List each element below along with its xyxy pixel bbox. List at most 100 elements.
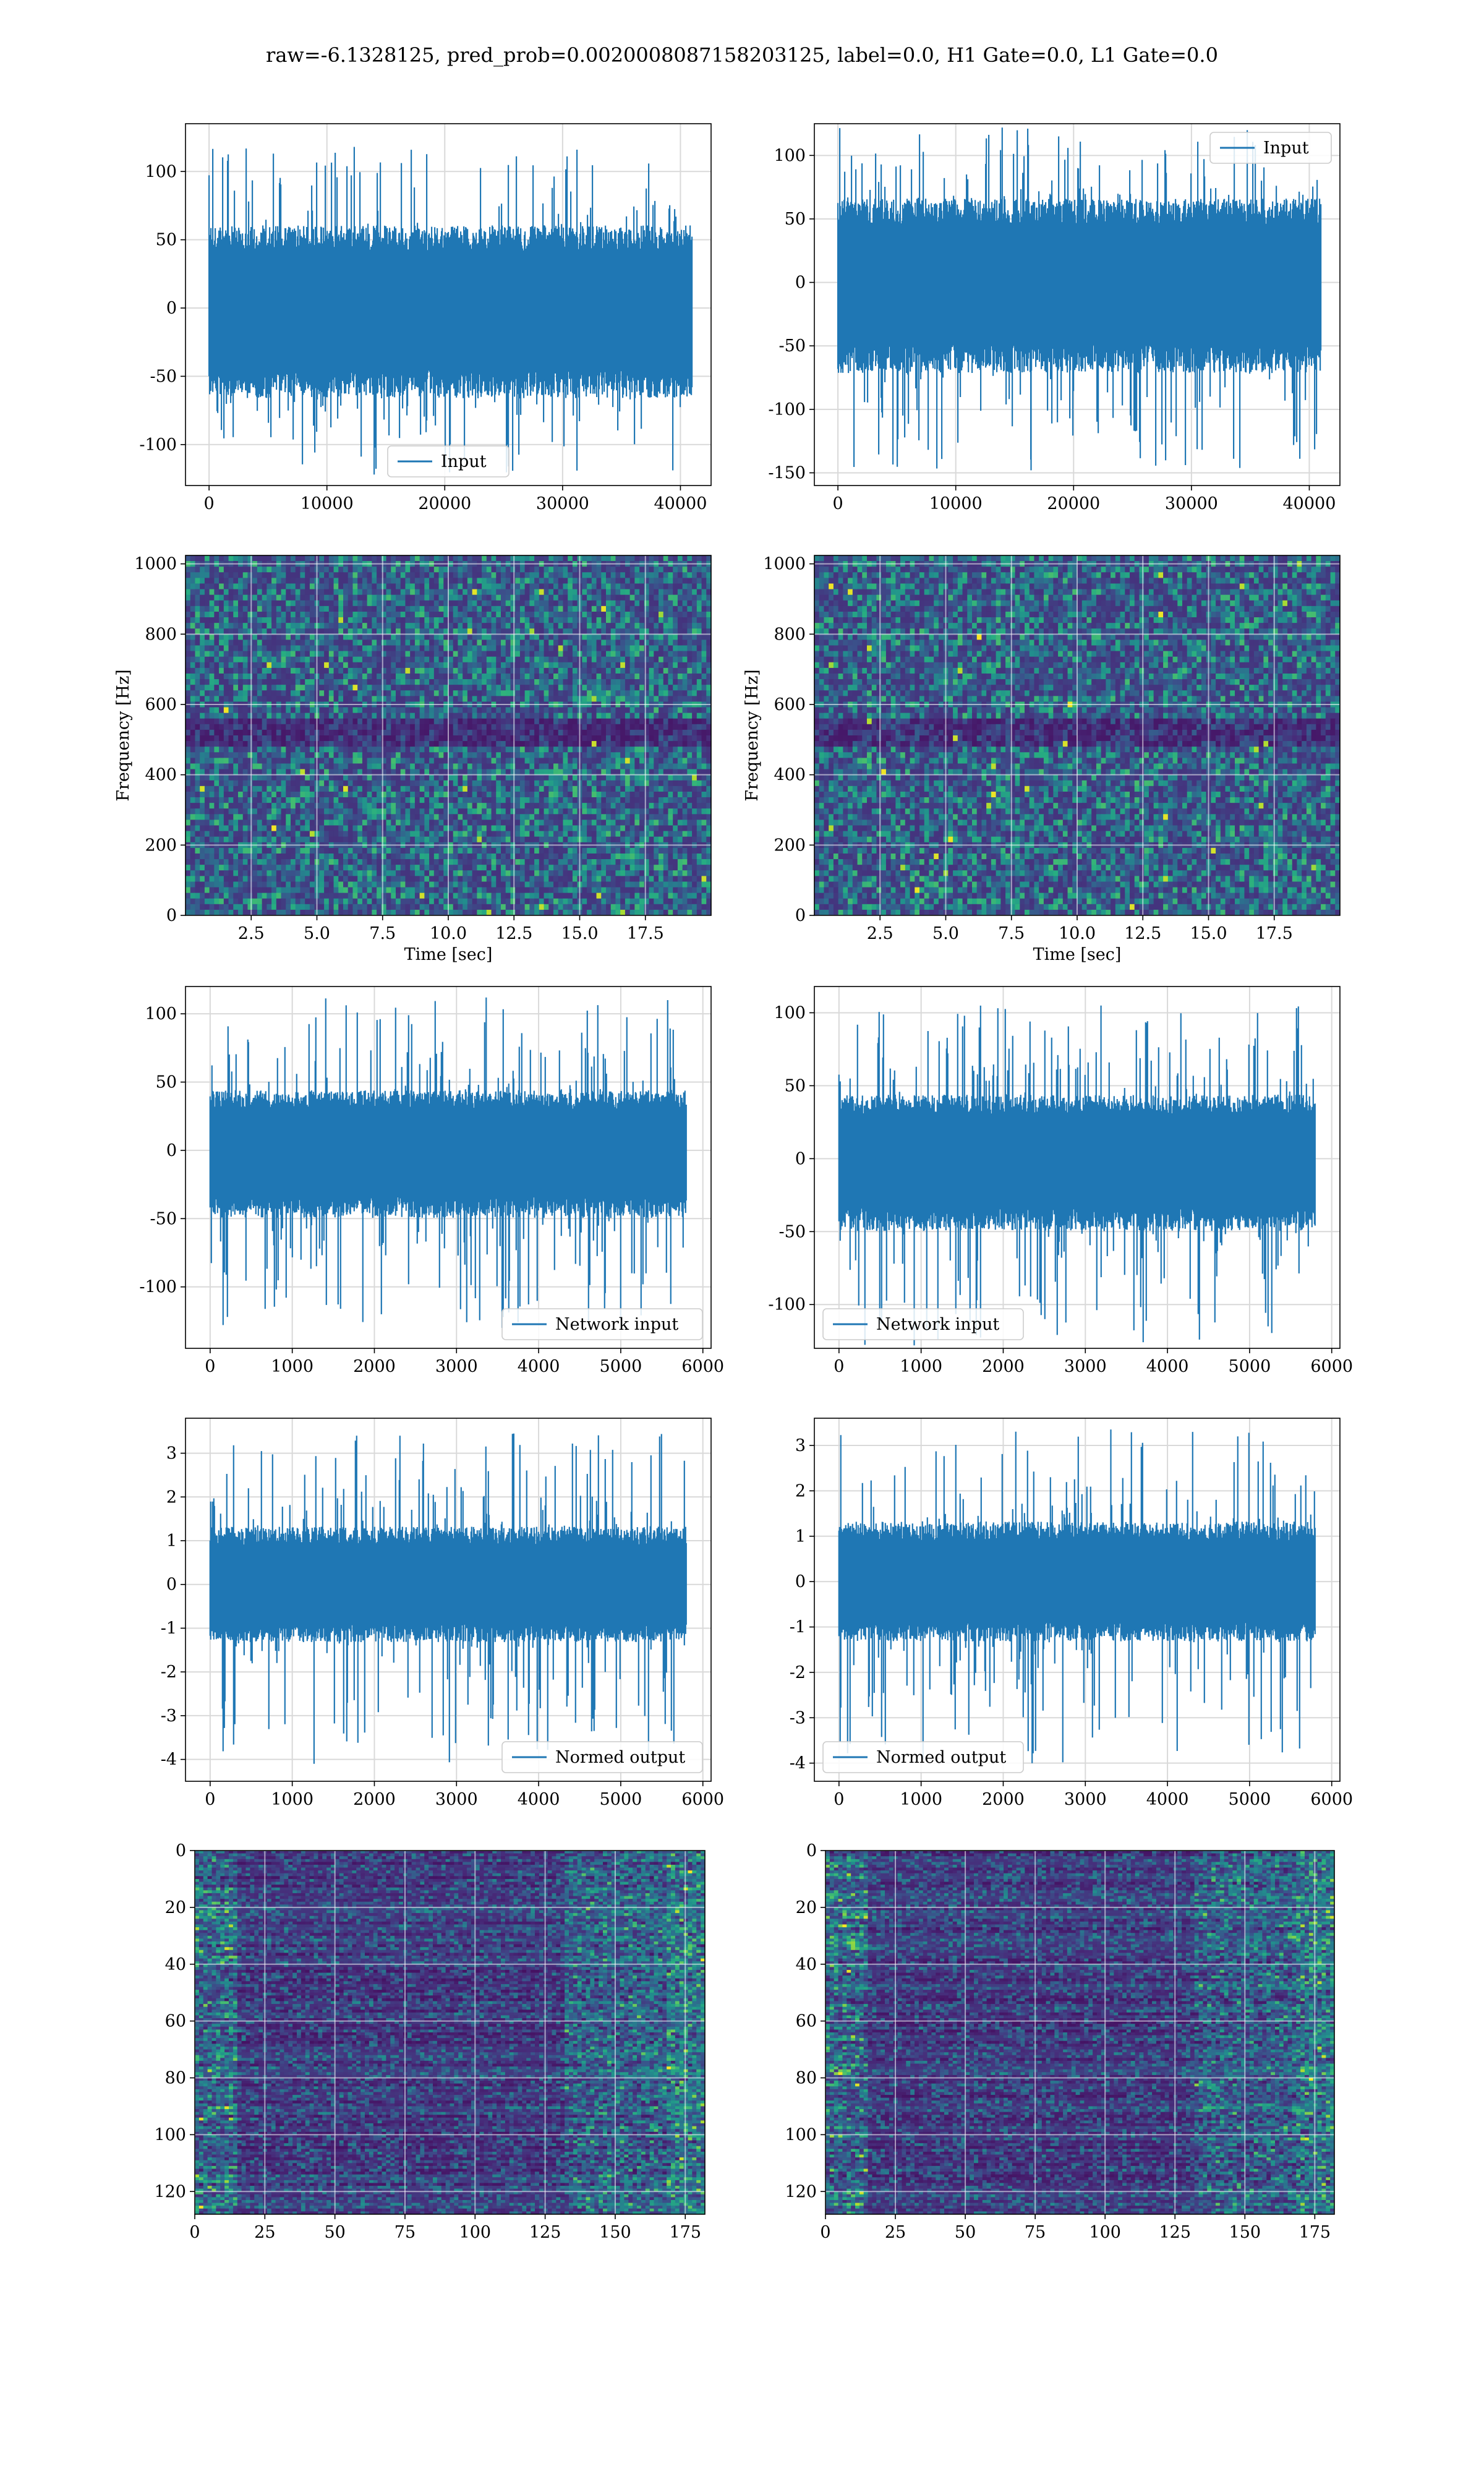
subplot-r2c0: 0 1000 2000 3000 4000 5000 6000 -100 -50 0 50 100 Ne…	[139, 986, 724, 1376]
y-tick-label: 0	[795, 906, 806, 925]
y-tick-label: 0	[176, 1841, 186, 1860]
y-tick-label: 20	[165, 1898, 186, 1917]
x-tick-label: 2000	[982, 1790, 1025, 1809]
x-tick-label: 3000	[1064, 1357, 1107, 1376]
x-tick-label: 30000	[1165, 494, 1218, 513]
x-tick-label: 0	[820, 2223, 830, 2242]
y-tick-label: 50	[785, 1076, 806, 1095]
subplot-r0c1: 0 10000 20000 30000 40000 -150 -100 -50 0 50 100 In…	[768, 123, 1341, 513]
x-tick-label: 2000	[353, 1357, 396, 1376]
y-tick-label: -150	[768, 463, 806, 482]
y-tick-label: 50	[156, 231, 177, 250]
y-tick-label: -50	[779, 336, 806, 356]
subplot-r3c0: 0 1000 2000 3000 4000 5000 6000 -4 -3 -2 -1 0 1 2 3 Nor…	[161, 1418, 724, 1809]
x-tick-label: 75	[1025, 2223, 1046, 2242]
legend-box	[501, 1308, 703, 1340]
y-tick-label: -4	[161, 1750, 177, 1770]
y-tick-label: 0	[166, 299, 177, 318]
x-tick-label: 40000	[1282, 494, 1336, 513]
y-tick-label: 100	[145, 1004, 177, 1024]
y-tick-label: 800	[145, 625, 177, 644]
x-tick-label: 3000	[435, 1790, 478, 1809]
x-tick-label: 10.0	[430, 924, 467, 943]
series-line	[837, 127, 1322, 471]
y-tick-label: 2	[166, 1487, 177, 1507]
y-tick-label: -2	[790, 1663, 806, 1682]
y-tick-label: 0	[795, 1149, 806, 1168]
x-tick-label: 5.0	[304, 924, 330, 943]
x-tick-label: 17.5	[627, 924, 664, 943]
y-tick-label: -2	[161, 1663, 177, 1682]
subplot-r1c1: 2.5 5.0 7.5 10.0 12.5 15.0 17.5 0 200 400 600 800 10…	[743, 555, 1341, 964]
x-tick-label: 25	[254, 2223, 275, 2242]
y-tick-label: -50	[150, 367, 177, 386]
x-tick-label: 125	[529, 2223, 561, 2242]
x-tick-label: 0	[205, 1357, 215, 1376]
y-tick-label: 100	[785, 2125, 817, 2144]
x-tick-label: 5.0	[932, 924, 959, 943]
y-tick-label: 0	[166, 1141, 177, 1160]
axes-frame	[185, 986, 712, 1349]
tick-labels: 0 10000 20000 30000 40000 -100 -50 0 50 100	[139, 162, 707, 513]
y-tick-label: 100	[774, 1003, 806, 1022]
x-tick-label: 175	[669, 2223, 701, 2242]
legend-box	[1209, 132, 1332, 164]
heatmap-image	[825, 1851, 1334, 2214]
legend-box	[501, 1741, 703, 1773]
subplot-r0c0: 0 10000 20000 30000 40000 -100 -50 0 50 100 Input	[139, 123, 712, 513]
series-line	[838, 1429, 1316, 1763]
x-tick-label: 3000	[1064, 1790, 1107, 1809]
legend-label: Normed output	[876, 1748, 1006, 1767]
x-tick-label: 0	[834, 1357, 844, 1376]
axes-frame	[185, 1418, 712, 1782]
y-tick-label: -100	[139, 435, 177, 455]
y-tick-label: 2	[795, 1481, 806, 1500]
y-tick-label: 50	[785, 210, 806, 229]
legend-box	[822, 1741, 1024, 1773]
series-line	[209, 997, 687, 1328]
x-tick-label: 4000	[1146, 1790, 1189, 1809]
y-tick-label: 600	[145, 695, 177, 714]
x-axis-label: Time [sec]	[1033, 945, 1122, 964]
x-tick-label: 4000	[518, 1357, 560, 1376]
y-tick-label: -3	[161, 1706, 177, 1726]
subplot-r3c1: 0 1000 2000 3000 4000 5000 6000 -4 -3 -2 -1 0 1 2 3 Nor…	[790, 1418, 1353, 1809]
legend-label: Normed output	[555, 1748, 685, 1767]
x-tick-label: 20000	[1047, 494, 1100, 513]
y-tick-label: 50	[156, 1073, 177, 1092]
x-tick-label: 4000	[1146, 1357, 1189, 1376]
y-tick-label: 600	[774, 695, 806, 714]
y-tick-label: 0	[795, 1572, 806, 1591]
y-axis-label: Frequency [Hz]	[743, 669, 762, 801]
axes-frame	[185, 123, 712, 486]
x-tick-label: 125	[1159, 2223, 1191, 2242]
y-tick-label: 400	[145, 766, 177, 785]
x-tick-label: 0	[204, 494, 215, 513]
x-tick-label: 2000	[982, 1357, 1025, 1376]
legend-label: Network input	[876, 1315, 999, 1334]
grid-lines	[825, 1850, 1334, 2214]
x-tick-label: 0	[834, 1790, 844, 1809]
y-tick-label: 1	[795, 1527, 806, 1546]
heatmap-image	[195, 1851, 705, 2214]
x-tick-label: 10000	[301, 494, 354, 513]
x-tick-label: 15.0	[561, 924, 598, 943]
legend-label: Input	[1263, 139, 1309, 158]
tick-labels: 0 1000 2000 3000 4000 5000 6000 -4 -3 -2 -1 0 1 2 3	[790, 1436, 1353, 1809]
y-tick-label: 1	[166, 1531, 177, 1551]
x-tick-label: 10.0	[1059, 924, 1096, 943]
x-tick-label: 6000	[681, 1357, 724, 1376]
y-tick-label: 0	[166, 1575, 177, 1594]
series-line	[838, 1005, 1316, 1346]
axes-frame	[814, 123, 1341, 486]
x-tick-label: 1000	[900, 1790, 942, 1809]
y-tick-label: -3	[790, 1708, 806, 1727]
subplot-r2c1: 0 1000 2000 3000 4000 5000 6000 -100 -50 0 50 100 Ne…	[768, 986, 1353, 1376]
axes-frame	[814, 555, 1341, 916]
x-tick-label: 4000	[518, 1790, 560, 1809]
x-tick-label: 75	[394, 2223, 416, 2242]
x-tick-label: 175	[1299, 2223, 1331, 2242]
y-tick-label: 3	[795, 1436, 806, 1455]
x-tick-label: 5000	[1229, 1357, 1271, 1376]
